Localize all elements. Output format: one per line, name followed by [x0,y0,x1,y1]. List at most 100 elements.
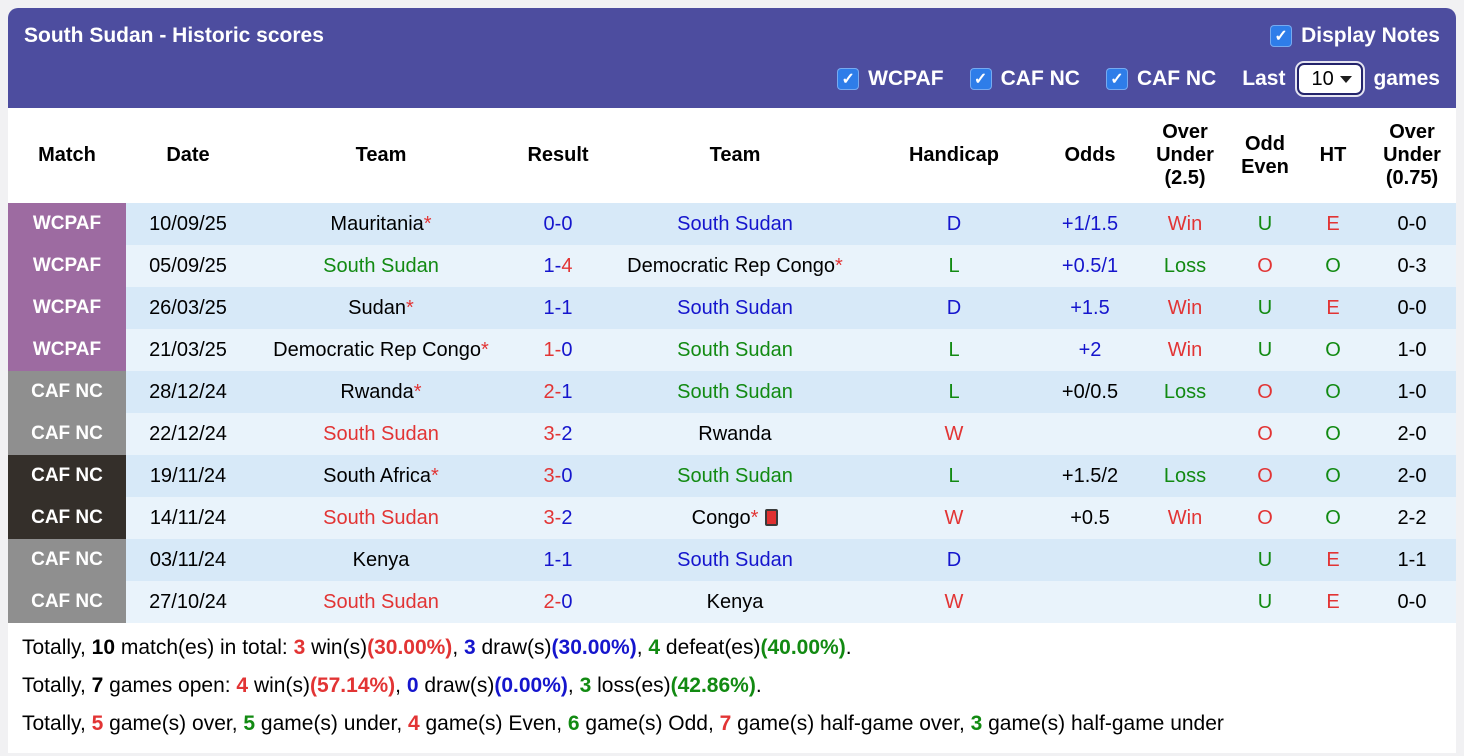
match-date: 19/11/24 [149,464,227,487]
filter-checkbox-icon[interactable]: ✓ [969,68,992,90]
home-team-name: Kenya [352,548,410,571]
filter-caf-nc-2[interactable]: ✓ CAF NC [969,67,1080,91]
over-under-25: O [1232,455,1298,497]
half-time-score: 0-3 [1397,254,1427,277]
home-team[interactable]: South Sudan [250,413,512,455]
summary-line-2: Totally, 7 games open: 4 win(s)(57.14%),… [18,667,1446,705]
odd-even-letter: O [1325,506,1341,529]
home-team[interactable]: South Sudan [250,245,512,287]
result-score: 3-2 [512,497,604,539]
home-score: 2- [543,590,562,613]
handicap-value: +0/0.5 [1042,371,1138,413]
odds-text: Win [1167,296,1203,319]
filter-label: WCPAF [868,67,944,90]
summary-line-1: Totally, 10 match(es) in total: 3 win(s)… [18,629,1446,667]
odd-even-letter: E [1326,590,1340,613]
odds-text: Win [1167,212,1203,235]
half-time-score: 2-2 [1397,506,1427,529]
home-team[interactable]: South Africa* [250,455,512,497]
away-team[interactable]: South Sudan [604,329,866,371]
match-date: 27/10/24 [149,590,227,613]
wdl-letter: L [948,254,960,277]
handicap-value [1042,539,1138,581]
filter-checkbox-icon[interactable]: ✓ [837,68,860,90]
away-team[interactable]: South Sudan [604,539,866,581]
column-header: Date [166,144,210,166]
odd-even: E [1298,581,1368,623]
page: South Sudan - Historic scores ✓ Display … [8,0,1456,756]
odd-even-letter: E [1326,212,1340,235]
away-team-name: Congo [691,506,751,529]
competition-badge: WCPAF [8,329,126,371]
wdl-indicator: L [866,455,1042,497]
games-count-select-wrap: 10 [1297,63,1364,95]
wdl-letter: D [946,548,962,571]
summary-segment: 6 [567,712,580,735]
competition-badge: CAF NC [8,539,126,581]
odd-even: O [1298,455,1368,497]
odd-even: O [1298,497,1368,539]
summary-segment: 3 [463,636,476,659]
result-score: 1-1 [512,287,604,329]
home-team[interactable]: South Sudan [250,497,512,539]
odd-even: E [1298,539,1368,581]
filter-caf-nc-3[interactable]: ✓ CAF NC [1105,67,1216,91]
handicap-value [1042,413,1138,455]
games-count-select[interactable]: 10 [1299,65,1341,93]
summary-segment: . [755,674,762,697]
home-team[interactable]: Democratic Rep Congo* [250,329,512,371]
match-date: 03/11/24 [149,548,227,571]
wdl-letter: L [948,464,960,487]
handicap-text: +0.5/1 [1061,254,1119,277]
away-team[interactable]: South Sudan [604,371,866,413]
odds-text: Win [1167,338,1203,361]
home-team[interactable]: Kenya [250,539,512,581]
summary-segment: (57.14%) [309,674,396,697]
home-team[interactable]: Sudan* [250,287,512,329]
summary-segment: 0 [406,674,419,697]
away-score: 0 [561,212,573,235]
home-team[interactable]: South Sudan [250,581,512,623]
odd-even-letter: O [1325,338,1341,361]
odds-result: Win [1138,203,1232,245]
over-under-25: O [1232,497,1298,539]
match-row-1: WCPAF 10/09/25 Mauritania* 0-0 South Sudan D +… [8,203,1456,245]
filter-wcpaf-1[interactable]: ✓ WCPAF [837,67,944,91]
competition-badge: WCPAF [8,203,126,245]
home-team[interactable]: Mauritania* [250,203,512,245]
away-team[interactable]: South Sudan [604,203,866,245]
filter-checkbox-icon[interactable]: ✓ [1105,68,1128,90]
away-team-name: Kenya [706,590,764,613]
home-score: 1- [543,548,562,571]
summary-segment: , [452,636,464,659]
odds-text: Win [1167,506,1203,529]
home-team-name: Mauritania [330,212,424,235]
away-team[interactable]: South Sudan [604,287,866,329]
away-team[interactable]: Rwanda [604,413,866,455]
summary-segment: , [636,636,649,659]
competition-badge: CAF NC [8,455,126,497]
home-team-name: South Sudan [323,254,439,277]
summary-segment: 3 [970,712,983,735]
home-team-name: South Africa [323,464,432,487]
display-notes-toggle[interactable]: ✓ Display Notes [1270,24,1440,48]
away-team[interactable]: Kenya [604,581,866,623]
away-score: 2 [561,422,573,445]
half-time-score: 2-0 [1397,422,1427,445]
away-team-name: South Sudan [677,212,793,235]
odd-even-letter: E [1326,296,1340,319]
home-score: 1- [543,254,562,277]
odd-even: O [1298,245,1368,287]
over-under-25-letter: O [1257,464,1273,487]
home-team[interactable]: Rwanda* [250,371,512,413]
away-team[interactable]: South Sudan [604,455,866,497]
away-team[interactable]: Democratic Rep Congo* [604,245,866,287]
display-notes-checkbox-icon[interactable]: ✓ [1270,25,1293,47]
match-date: 05/09/25 [149,254,227,277]
column-header: Team [355,144,407,166]
away-team[interactable]: Congo* [604,497,866,539]
wdl-letter: D [946,212,962,235]
wdl-letter: L [948,380,960,403]
wdl-letter: W [944,506,964,529]
over-under-25-letter: U [1257,296,1273,319]
